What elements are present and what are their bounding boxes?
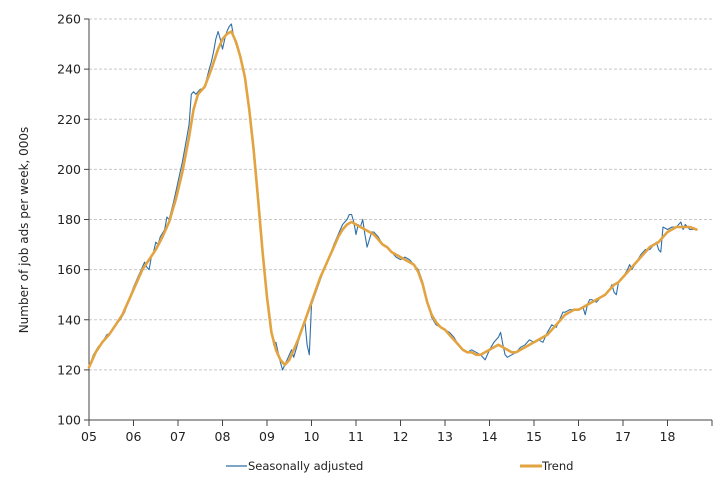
y-tick-label-240: 240 [57,62,81,77]
legend: Seasonally adjusted Trend [226,459,573,473]
x-tick-label-08: 08 [215,429,231,444]
x-axis: 05 06 07 08 09 10 11 12 13 14 15 16 17 18 [81,419,713,444]
series-lines [87,23,698,371]
x-tick-label-12: 12 [393,429,409,444]
x-tick-label-10: 10 [304,429,320,444]
series-line-seasonally-adjusted [88,23,697,371]
y-axis: 100 120 140 160 180 200 220 240 260 [57,12,90,428]
legend-label-seasonally-adjusted: Seasonally adjusted [248,459,363,473]
x-tick-label-05: 05 [81,429,97,444]
x-tick-label-15: 15 [526,429,542,444]
y-tick-label-200: 200 [57,162,81,177]
gridlines [89,18,712,371]
x-tick-label-16: 16 [571,429,587,444]
x-tick-label-06: 06 [126,429,142,444]
x-tick-label-07: 07 [170,429,186,444]
x-tick-label-14: 14 [482,429,498,444]
legend-item-seasonally-adjusted: Seasonally adjusted [226,459,363,473]
series-line-trend [87,30,698,369]
y-tick-label-160: 160 [57,262,81,277]
x-tick-label-17: 17 [615,429,631,444]
y-tick-label-100: 100 [57,413,81,428]
legend-label-trend: Trend [541,459,573,473]
x-tick-label-09: 09 [259,429,275,444]
x-tick-label-11: 11 [348,429,364,444]
y-tick-label-220: 220 [57,112,81,127]
y-axis-label: Number of job ads per week, 000s [17,127,31,334]
x-tick-label-13: 13 [437,429,453,444]
y-tick-label-180: 180 [57,212,81,227]
y-tick-label-260: 260 [57,12,81,27]
x-tick-label-18: 18 [660,429,676,444]
y-tick-label-120: 120 [57,362,81,377]
y-tick-label-140: 140 [57,312,81,327]
legend-item-trend: Trend [520,459,573,473]
